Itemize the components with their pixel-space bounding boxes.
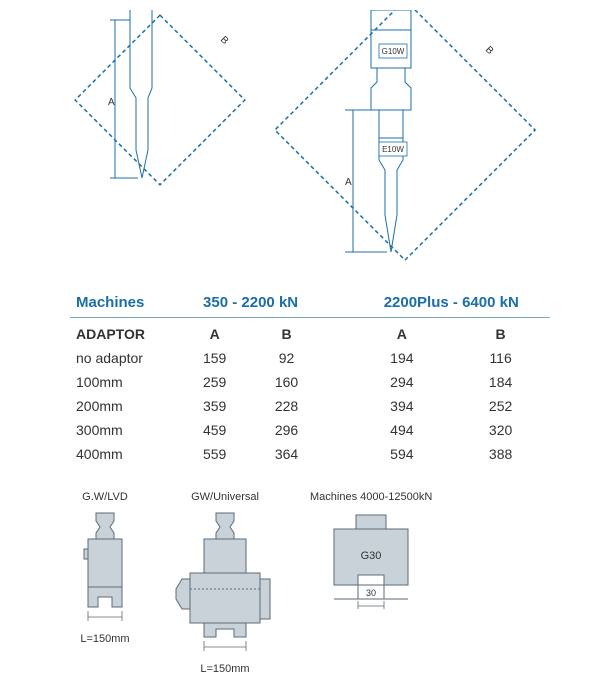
hdr-B1: B	[251, 318, 323, 347]
dim-a-label: A	[108, 97, 115, 108]
g30-label: G30	[361, 550, 382, 562]
e10w-label: E10W	[382, 145, 404, 154]
hdr-range2: 2200Plus - 6400 kN	[352, 290, 550, 318]
hdr-range1: 350 - 2200 kN	[179, 290, 323, 318]
diagram-right: G10W E10W A B	[275, 10, 535, 260]
table-row: 200mm359228394252	[70, 394, 550, 418]
top-diagrams: A B G10W	[10, 10, 605, 270]
hdr-adaptor: ADAPTOR	[70, 318, 179, 347]
table-row: 400mm559364594388	[70, 442, 550, 466]
table-row: 100mm259160294184	[70, 370, 550, 394]
adaptor2-title: GW/Universal	[191, 491, 259, 503]
adaptor-g30: Machines 4000-12500kN G30 30	[310, 491, 432, 619]
hdr-A1: A	[179, 318, 251, 347]
hdr-machines: Machines	[70, 290, 179, 318]
adaptor-drawings: G.W/LVD L=150mm GW/Universal	[70, 491, 605, 675]
table-row: no adaptor15992194116	[70, 346, 550, 370]
dim-b-label-r: B	[483, 44, 496, 57]
adaptor1-sub: L=150mm	[80, 633, 129, 645]
table-row: 300mm459296494320	[70, 418, 550, 442]
adaptor3-title: Machines 4000-12500kN	[310, 491, 432, 503]
adaptor1-title: G.W/LVD	[82, 491, 128, 503]
dim-b-label: B	[218, 34, 231, 47]
dim-a-label-r: A	[345, 177, 352, 188]
g10w-label: G10W	[382, 47, 405, 56]
diagram-left: A B	[75, 10, 245, 185]
adaptor-gw-lvd: G.W/LVD L=150mm	[70, 491, 140, 645]
hdr-A2: A	[352, 318, 451, 347]
spec-table: Machines 350 - 2200 kN 2200Plus - 6400 k…	[70, 290, 550, 466]
adaptor2-sub: L=150mm	[200, 663, 249, 675]
hdr-B2: B	[451, 318, 550, 347]
adaptor-gw-universal: GW/Universal L=150mm	[170, 491, 280, 675]
g30-dim: 30	[366, 588, 376, 598]
